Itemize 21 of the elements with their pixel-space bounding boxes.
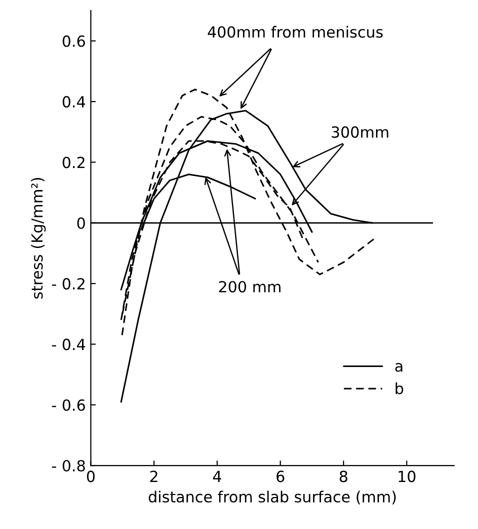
- annotation: 300mm: [332, 126, 388, 138]
- y-tick-label: 0.2: [62, 156, 84, 168]
- y-tick-label: 0.4: [62, 96, 86, 108]
- y-tick-label: - 0.4: [52, 338, 86, 350]
- x-tick-label: 10: [398, 470, 416, 482]
- y-tick-label: 0.6: [62, 35, 85, 47]
- y-tick-label: - 0.2: [52, 278, 84, 290]
- x-tick-label: 8: [340, 470, 348, 482]
- legend-label: b: [396, 382, 404, 394]
- annotation: 200 mm: [219, 280, 280, 293]
- x-axis-title: distance from slab surface (mm): [148, 490, 396, 504]
- legend-label: a: [395, 363, 402, 372]
- x-tick-label: 2: [150, 470, 158, 482]
- y-tick-label: 0: [77, 217, 85, 229]
- x-tick-label: 6: [276, 470, 284, 482]
- y-tick-label: - 0.8: [52, 460, 85, 472]
- x-tick-label: 4: [213, 470, 222, 482]
- y-axis-title: stress (Kg/mm²): [30, 178, 46, 299]
- annotation: 400mm from meniscus: [208, 26, 383, 38]
- x-tick-label: 0: [86, 470, 95, 482]
- y-tick-label: - 0.6: [52, 399, 85, 411]
